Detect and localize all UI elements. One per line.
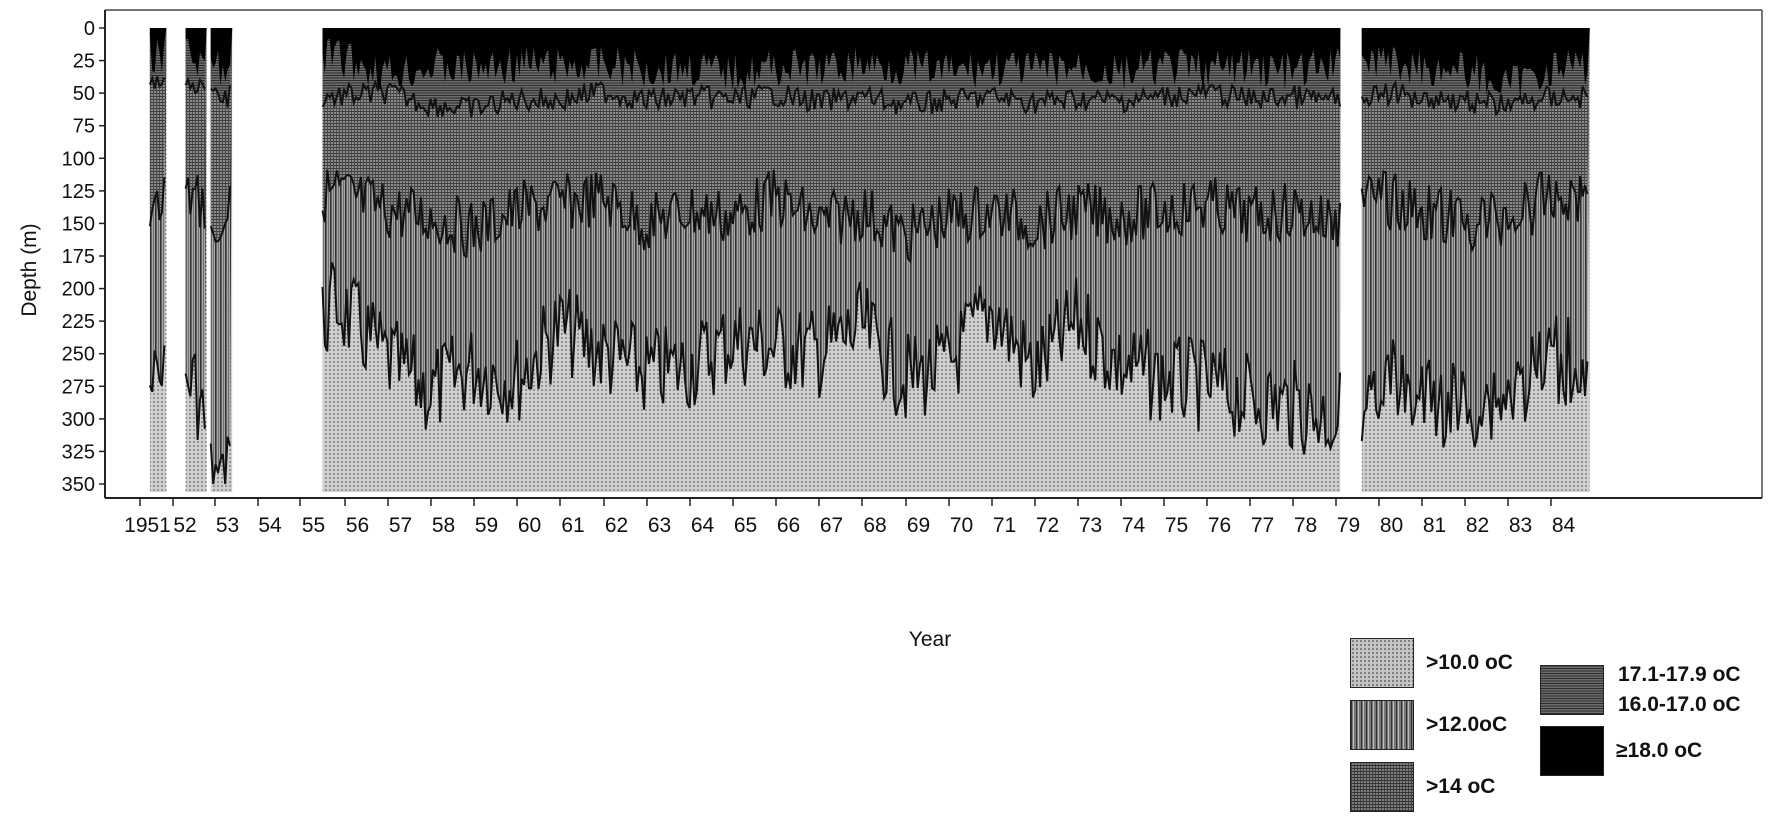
x-tick-label: 81 — [1423, 514, 1446, 537]
data-block — [184, 28, 207, 492]
band-t18 — [149, 28, 167, 73]
y-tick-label: 75 — [73, 116, 95, 138]
isotherm-t14 — [209, 186, 231, 244]
y-tick-label: 325 — [62, 441, 95, 463]
x-tick-label: 78 — [1294, 514, 1317, 537]
x-tick-label: 64 — [691, 514, 715, 537]
isotherm-t14 — [1360, 170, 1589, 253]
x-tick-label: 53 — [216, 514, 239, 537]
x-tick-label: 60 — [518, 514, 541, 537]
x-tick-label: 79 — [1337, 514, 1360, 537]
legend: >10.0 oC >12.0oC >14 oC 17.1-17.9 oC 16.… — [1350, 630, 1760, 820]
y-axis-title: Depth (m) — [18, 223, 41, 317]
data-block — [148, 28, 167, 492]
y-tick-label: 300 — [62, 409, 95, 431]
legend-label-16: 16.0-17.0 oC — [1618, 693, 1741, 716]
y-tick-label: 175 — [62, 246, 95, 268]
x-tick-label: 59 — [475, 514, 498, 537]
data-block — [321, 28, 1342, 492]
x-tick-label: 69 — [907, 514, 930, 537]
x-tick-label: 80 — [1380, 514, 1403, 537]
isotherm-t12 — [321, 262, 1342, 455]
x-tick-label: 55 — [302, 514, 325, 537]
x-tick-label: 77 — [1251, 514, 1274, 537]
isotherm-t12 — [148, 345, 166, 393]
axes: 0 25 50 75 100 125 150 175 200 225 250 275 300 325 350… — [62, 9, 1763, 537]
legend-label-group-16-17: 17.1-17.9 oC 16.0-17.0 oC — [1604, 660, 1741, 720]
isotherm-t14 — [148, 177, 166, 227]
x-tick-label: 66 — [777, 514, 800, 537]
legend-label-14: >14 oC — [1426, 775, 1496, 798]
x-tick-label: 73 — [1079, 514, 1102, 537]
band-t18 — [185, 28, 207, 76]
band-t18 — [322, 28, 1341, 91]
y-tick-label: 25 — [73, 51, 95, 73]
x-tick-label: 67 — [820, 514, 843, 537]
legend-item-14: >14 oC — [1350, 762, 1495, 812]
y-tick-label: 275 — [62, 376, 95, 398]
isotherm-t16 — [1360, 79, 1589, 117]
x-tick-label: 63 — [648, 514, 671, 537]
y-tick-label: 350 — [62, 474, 95, 496]
y-axis-title-wrap: Depth (m) — [0, 140, 60, 400]
legend-swatch-12 — [1350, 700, 1414, 750]
legend-item-18: ≥18.0 oC — [1540, 726, 1702, 776]
x-tick-label: 83 — [1509, 514, 1532, 537]
y-tick-label: 200 — [62, 279, 95, 301]
x-tick-label: 82 — [1466, 514, 1489, 537]
x-tick-label: 61 — [561, 514, 584, 537]
legend-item-16-17: 17.1-17.9 oC 16.0-17.0 oC — [1540, 660, 1741, 720]
legend-swatch-14 — [1350, 762, 1414, 812]
y-tick-label: 225 — [62, 311, 95, 333]
legend-swatch-10 — [1350, 638, 1414, 688]
isotherm-t16 — [184, 76, 206, 95]
legend-label-10: >10.0 oC — [1426, 651, 1513, 674]
x-tick-label: 1951 — [124, 514, 171, 537]
x-tick-label: 68 — [863, 514, 886, 537]
y-tick-label: 125 — [62, 181, 95, 203]
data-block — [1360, 28, 1590, 492]
isotherm-t16 — [210, 84, 231, 108]
legend-swatch-18 — [1540, 726, 1604, 776]
isotherm-t16 — [148, 74, 166, 89]
isotherm-t12 — [209, 436, 231, 485]
x-tick-label: 72 — [1036, 514, 1059, 537]
band-t18 — [210, 28, 233, 87]
x-tick-label: 57 — [389, 514, 412, 537]
x-tick-label: 54 — [258, 514, 282, 537]
legend-label-17: 17.1-17.9 oC — [1618, 663, 1741, 686]
isotherm-t12 — [184, 353, 206, 440]
isotherm-t14 — [321, 169, 1342, 264]
plot-area — [148, 28, 1590, 492]
isotherm-t14 — [184, 175, 206, 229]
y-tick-label: 150 — [62, 213, 95, 235]
legend-swatch-16-17 — [1540, 665, 1604, 715]
legend-item-10: >10.0 oC — [1350, 638, 1513, 688]
x-tick-label: 84 — [1552, 514, 1576, 537]
x-tick-label: 58 — [432, 514, 455, 537]
legend-label-12: >12.0oC — [1426, 713, 1508, 736]
x-tick-label: 56 — [346, 514, 369, 537]
x-tick-label: 75 — [1165, 514, 1188, 537]
x-tick-label: 62 — [605, 514, 628, 537]
x-tick-label: 65 — [734, 514, 757, 537]
y-tick-label: 250 — [62, 344, 95, 366]
y-tick-label: 100 — [62, 148, 95, 170]
legend-label-18: ≥18.0 oC — [1616, 739, 1703, 762]
isotherm-t12 — [1360, 315, 1589, 448]
x-tick-label: 52 — [173, 514, 196, 537]
x-tick-label: 76 — [1208, 514, 1231, 537]
x-axis-title: Year — [908, 628, 952, 651]
x-tick-label: 70 — [950, 514, 973, 537]
data-block — [209, 28, 233, 492]
x-tick-label: 71 — [993, 514, 1016, 537]
isotherm-t16 — [321, 79, 1342, 118]
legend-item-12: >12.0oC — [1350, 700, 1507, 750]
x-tick-label: 74 — [1122, 514, 1146, 537]
band-t18 — [1361, 28, 1590, 99]
y-tick-label: 50 — [73, 83, 95, 105]
y-tick-label: 0 — [84, 18, 95, 40]
